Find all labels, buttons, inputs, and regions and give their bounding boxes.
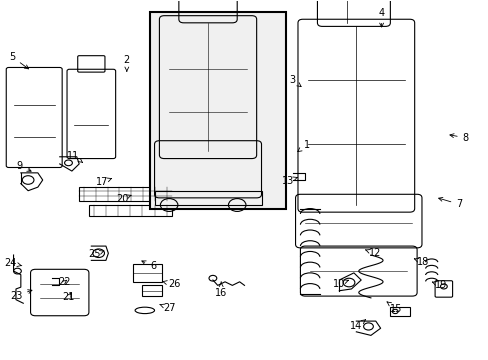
Bar — [79, 187, 171, 202]
Text: 2: 2 — [123, 55, 130, 71]
Text: 10: 10 — [332, 279, 347, 289]
Text: 3: 3 — [288, 75, 301, 86]
Text: 22: 22 — [58, 277, 71, 287]
Bar — [132, 264, 162, 282]
Text: 19: 19 — [431, 280, 447, 291]
Text: 23: 23 — [10, 290, 32, 301]
Text: 17: 17 — [96, 177, 111, 187]
Text: 18: 18 — [413, 257, 428, 267]
Text: 6: 6 — [142, 261, 156, 271]
Text: 14: 14 — [349, 320, 365, 332]
Text: 8: 8 — [449, 133, 468, 143]
Text: 20: 20 — [116, 194, 131, 203]
Bar — [89, 205, 171, 216]
Bar — [142, 285, 162, 296]
Text: 24: 24 — [4, 258, 22, 268]
Text: 1: 1 — [297, 140, 309, 152]
Text: 4: 4 — [378, 8, 384, 27]
Text: 11: 11 — [67, 151, 82, 162]
Text: 7: 7 — [438, 197, 462, 209]
Text: 15: 15 — [386, 302, 402, 314]
Bar — [154, 191, 261, 205]
Text: 27: 27 — [160, 303, 175, 313]
Text: 26: 26 — [162, 279, 180, 289]
Text: 16: 16 — [215, 282, 227, 297]
Text: 9: 9 — [17, 161, 31, 171]
Bar — [149, 12, 285, 208]
Text: 12: 12 — [365, 248, 380, 258]
Bar — [389, 307, 409, 316]
Text: 13: 13 — [282, 176, 297, 186]
Text: 5: 5 — [9, 52, 28, 69]
Text: 25: 25 — [88, 249, 103, 259]
Text: 21: 21 — [62, 292, 75, 302]
